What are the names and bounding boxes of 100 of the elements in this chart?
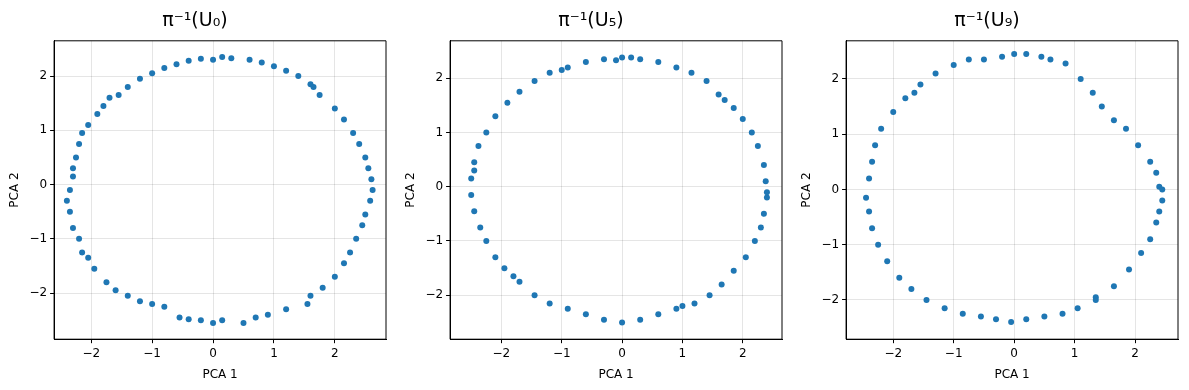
point (999, 53, 1006, 60)
point (706, 292, 713, 299)
point (896, 274, 903, 281)
x-axis-title: PCA 1 (994, 366, 1030, 381)
point (872, 142, 879, 149)
y-tick-label: −2 (425, 287, 444, 302)
x-axis-title: PCA 1 (598, 366, 634, 381)
y-tick-label: −2 (29, 285, 48, 300)
point (977, 313, 984, 320)
point (582, 58, 589, 65)
y-tick-label: 2 (435, 70, 444, 85)
point (510, 273, 517, 280)
point (673, 64, 680, 71)
point (757, 224, 764, 231)
point (742, 254, 749, 261)
point (546, 300, 553, 307)
point (471, 167, 478, 174)
point (1098, 103, 1105, 110)
x-tick-label: −1 (143, 345, 161, 360)
point (471, 208, 478, 215)
y-tick-label: −1 (821, 236, 840, 251)
y-tick-label: −2 (821, 292, 840, 307)
point (703, 77, 710, 84)
point (1110, 283, 1117, 290)
point (1011, 51, 1018, 58)
point (531, 77, 538, 84)
point (475, 143, 482, 150)
x-tick-label: −2 (884, 345, 903, 360)
point (760, 162, 767, 169)
point (1159, 197, 1166, 204)
point (637, 316, 644, 323)
point (1041, 313, 1048, 320)
x-tick-label: −1 (944, 345, 963, 360)
point (483, 129, 490, 136)
point (760, 210, 767, 217)
point (1126, 266, 1133, 273)
point (890, 109, 897, 116)
point (600, 316, 607, 323)
y-tick-label: 1 (831, 126, 840, 141)
point (628, 54, 635, 61)
point (558, 67, 565, 74)
point (1135, 142, 1142, 149)
y-tick-label: 0 (435, 178, 444, 193)
point (477, 224, 484, 231)
x-axis-title: PCA 1 (202, 366, 238, 381)
point (911, 89, 918, 96)
x-tick-label: 2 (331, 345, 339, 360)
point (721, 96, 728, 103)
point (1153, 169, 1160, 176)
point (516, 278, 523, 285)
point (739, 115, 746, 122)
x-tick-label: −1 (552, 345, 571, 360)
point (763, 189, 770, 196)
point (516, 88, 523, 95)
point (715, 91, 722, 98)
point (908, 285, 915, 292)
point (1138, 250, 1145, 256)
chart-title: π⁻¹(U₉) (954, 8, 1020, 31)
point (941, 305, 948, 312)
x-tick-label: 0 (618, 345, 626, 360)
y-tick-label: 2 (831, 71, 840, 86)
point (866, 208, 873, 215)
point (1123, 125, 1130, 132)
y-axis-title: PCA 2 (403, 172, 418, 208)
x-tick-label: 0 (209, 345, 217, 360)
point (748, 129, 755, 136)
point (1047, 56, 1054, 63)
x-tick-label: 1 (270, 345, 278, 360)
point (718, 281, 725, 288)
point (869, 225, 876, 232)
point (730, 105, 737, 112)
point (501, 265, 508, 272)
point (1156, 208, 1163, 215)
point (1062, 60, 1069, 67)
point (932, 70, 939, 77)
point (546, 69, 553, 76)
point (902, 95, 909, 102)
point (730, 267, 737, 274)
point (993, 316, 1000, 323)
point (1008, 319, 1015, 326)
point (950, 62, 957, 69)
point (917, 81, 924, 88)
point (613, 57, 620, 64)
point (1038, 53, 1045, 60)
y-axis-title: PCA 2 (799, 172, 814, 208)
point (762, 178, 769, 185)
x-tick-label: −2 (82, 345, 101, 360)
point (866, 175, 873, 182)
point (1153, 219, 1160, 226)
point (884, 258, 891, 265)
point (564, 64, 571, 71)
point (965, 56, 972, 63)
point (863, 194, 870, 201)
point (1077, 75, 1084, 82)
point (655, 311, 662, 318)
point (1110, 117, 1117, 124)
point (754, 143, 761, 150)
point (691, 300, 698, 307)
y-axis-title: PCA 2 (7, 172, 22, 208)
point (1023, 316, 1030, 323)
